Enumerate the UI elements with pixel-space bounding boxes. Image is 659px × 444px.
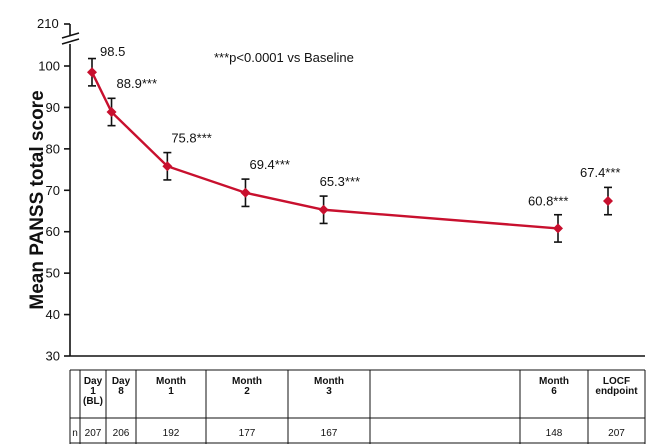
table-n-value: 192 — [163, 428, 180, 439]
axis-break-mark — [61, 32, 80, 39]
y-tick-label: 60 — [46, 224, 60, 239]
table-header: LOCF — [603, 376, 630, 387]
data-point: 60.8*** — [528, 193, 568, 243]
y-tick-label: 40 — [46, 307, 60, 322]
diamond-marker — [318, 204, 329, 215]
n-table: nDay1(BL)207Day8206Month1192Month2177Mon… — [69, 369, 646, 444]
data-point: 75.8*** — [162, 130, 212, 181]
data-label: 65.3*** — [320, 174, 360, 189]
table-header: 6 — [551, 386, 557, 397]
table-n-value: 207 — [608, 428, 625, 439]
table-header: Month — [539, 376, 569, 387]
y-tick-label: 50 — [46, 266, 60, 281]
data-point: 88.9*** — [106, 76, 157, 127]
data-label: 69.4*** — [249, 157, 289, 172]
y-tick-label: 30 — [46, 349, 60, 364]
y-axis: 210 — [37, 16, 80, 356]
data-label: 88.9*** — [117, 76, 157, 91]
data-label: 75.8*** — [171, 130, 211, 145]
table-header: Day — [112, 376, 131, 387]
y-axis-label: Mean PANSS total score — [27, 90, 48, 309]
diamond-marker — [553, 223, 563, 234]
y-tick-label: 80 — [46, 141, 60, 156]
diamond-marker — [106, 106, 117, 117]
table-header: 1 — [168, 386, 174, 397]
table-header: 8 — [118, 386, 124, 397]
axis-break-mark — [61, 38, 80, 45]
table-header: 2 — [244, 386, 250, 397]
diamond-marker — [87, 67, 97, 78]
y-top-tick-label: 210 — [37, 16, 59, 31]
diamond-marker — [162, 161, 173, 172]
table-header: (BL) — [83, 396, 103, 407]
series-polyline — [90, 71, 559, 230]
table-row-label: n — [72, 428, 78, 439]
y-tick-label: 70 — [46, 183, 60, 198]
table-header: 1 — [90, 386, 96, 397]
table-n-value: 177 — [239, 428, 256, 439]
series-line: 98.5 88.9*** 75.8*** 69.4*** 65.3*** 60.8*** 6… — [87, 44, 620, 243]
data-point: 67.4*** — [580, 165, 620, 216]
y-tick-label: 100 — [38, 59, 60, 74]
table-n-value: 148 — [546, 428, 563, 439]
y-tick-label: 90 — [46, 100, 60, 115]
y-ticks: 30 40 50 60 70 80 90 100 — [38, 59, 70, 364]
data-label: 60.8*** — [528, 193, 568, 208]
table-n-value: 207 — [85, 428, 102, 439]
diamond-marker — [240, 187, 251, 198]
data-label: 98.5 — [100, 44, 125, 59]
table-header: endpoint — [595, 386, 638, 397]
table-n-value: 206 — [113, 428, 130, 439]
data-point: 65.3*** — [318, 174, 360, 225]
data-point: 98.5 — [87, 44, 125, 87]
data-label: 67.4*** — [580, 165, 620, 180]
table-header: Month — [156, 376, 186, 387]
significance-note: ***p<0.0001 vs Baseline — [214, 50, 354, 65]
table-header: Month — [232, 376, 262, 387]
table-header: 3 — [326, 386, 332, 397]
data-point: 69.4*** — [240, 157, 290, 208]
table-header: Day — [84, 376, 103, 387]
table-n-value: 167 — [321, 428, 338, 439]
diamond-marker — [603, 196, 613, 207]
table-header: Month — [314, 376, 344, 387]
